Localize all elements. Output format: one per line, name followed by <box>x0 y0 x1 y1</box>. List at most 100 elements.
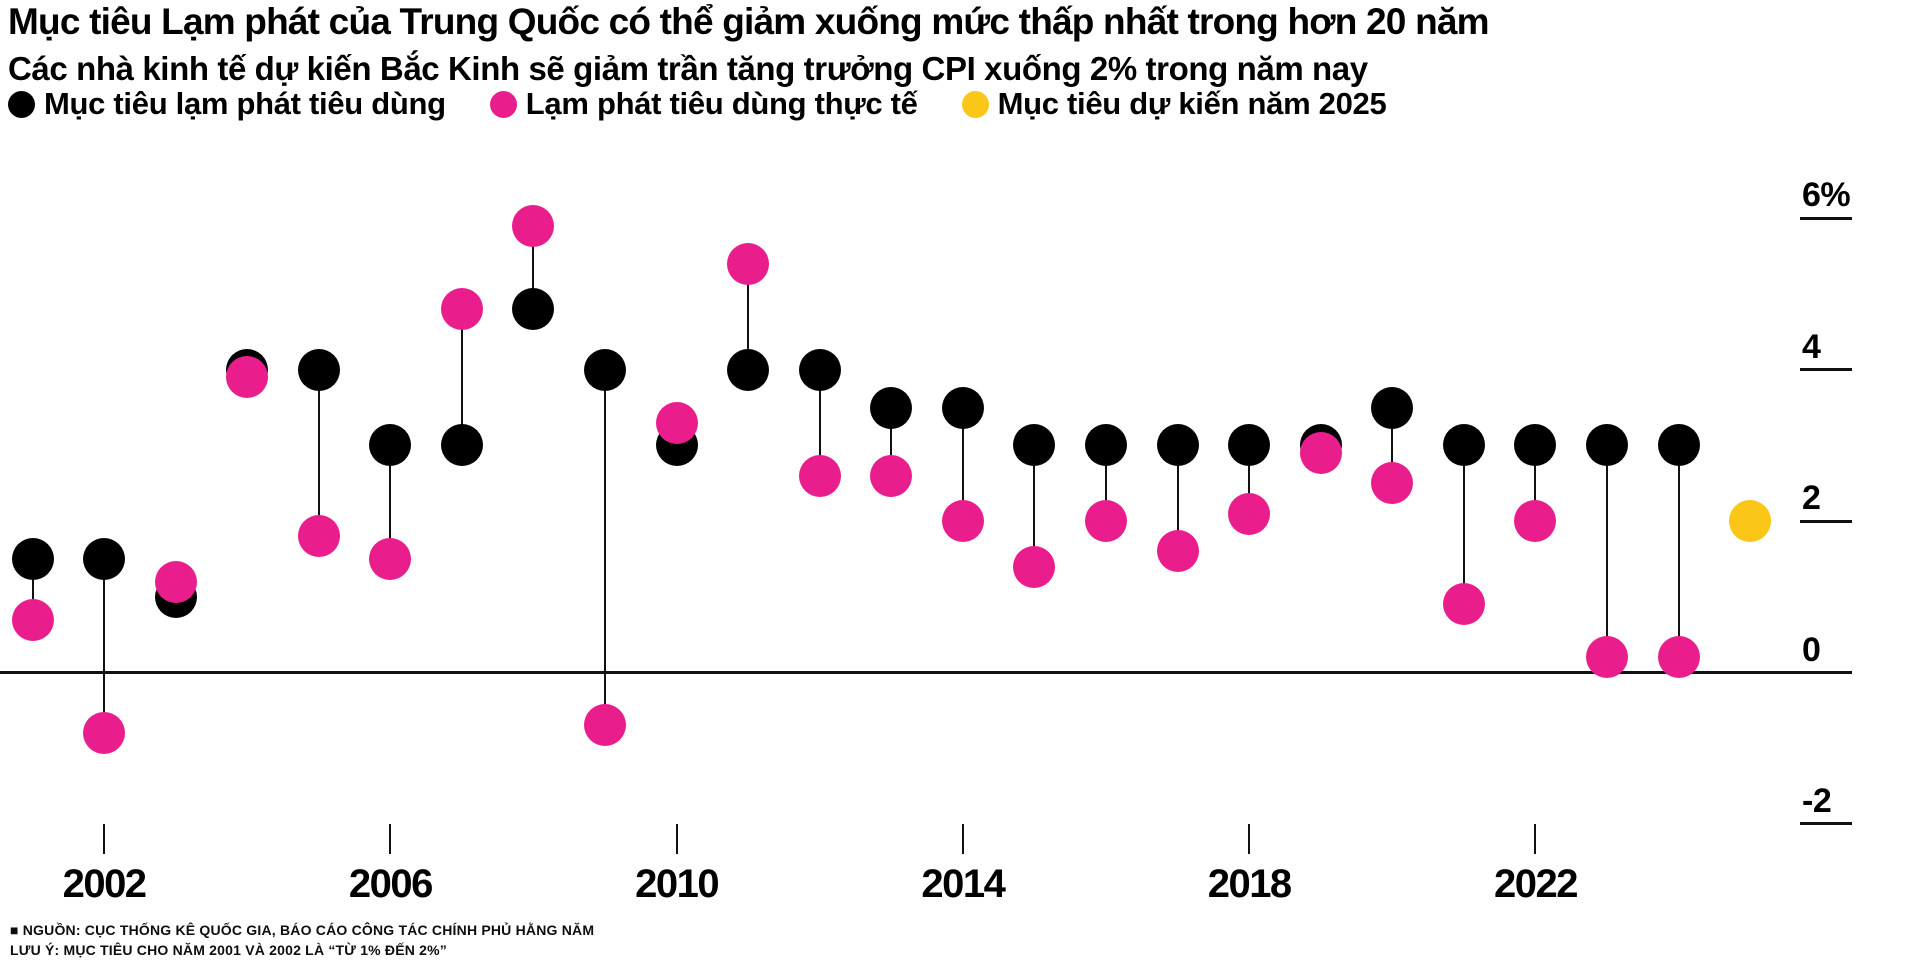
connector-line-2007 <box>460 309 463 446</box>
actual-dot-2002 <box>83 712 126 755</box>
actual-dot-2008 <box>512 204 555 247</box>
target-dot-2012 <box>798 348 841 391</box>
legend-item-target: Mục tiêu lạm phát tiêu dùng <box>8 86 446 122</box>
actual-dot-2007 <box>440 288 483 331</box>
connector-line-2022 <box>1534 445 1537 522</box>
target-dot-2015 <box>1013 424 1056 467</box>
x-axis-label: 2018 <box>1207 862 1292 906</box>
connector-line-2023 <box>1606 445 1609 658</box>
actual-dot-2001 <box>11 598 54 641</box>
target-dot-2024 <box>1657 424 1700 467</box>
y-axis-label: 4 <box>1802 327 1821 366</box>
connector-line-2015 <box>1033 445 1036 567</box>
chart-subtitle: Các nhà kinh tế dự kiến Bắc Kinh sẽ giảm… <box>8 50 1368 87</box>
y-axis-label: 6% <box>1802 176 1851 215</box>
y-gridline-tick <box>1800 368 1852 372</box>
legend-item-projected-label: Mục tiêu dự kiến năm 2025 <box>997 86 1387 121</box>
x-axis-label: 2002 <box>62 862 147 906</box>
connector-line-2011 <box>747 263 750 370</box>
chart-title: Mục tiêu Lạm phát của Trung Quốc có thể … <box>8 1 1490 42</box>
target-dot-2020 <box>1371 386 1414 429</box>
connector-line-2009 <box>604 369 607 726</box>
target-dot-2017 <box>1156 424 1199 467</box>
actual-dot-2006 <box>369 537 412 580</box>
y-gridline-tick <box>1800 216 1852 220</box>
zero-axis-line <box>0 671 1852 674</box>
y-axis-label: -2 <box>1802 781 1832 820</box>
x-axis-label: 2010 <box>635 862 719 906</box>
actual-dot-2019 <box>1299 431 1342 474</box>
footer: ■ NGUỒN: CỤC THỐNG KÊ QUỐC GIA, BÁO CÁO … <box>10 920 594 960</box>
x-axis-tick <box>103 824 106 854</box>
actual-dot-2013 <box>870 454 913 497</box>
projected-legend-dot-icon <box>961 90 989 118</box>
target-dot-2021 <box>1442 424 1485 467</box>
actual-dot-2017 <box>1156 530 1199 573</box>
x-axis-label: 2022 <box>1493 862 1578 906</box>
legend: Mục tiêu lạm phát tiêu dùng Lạm phát tiê… <box>8 86 1387 122</box>
actual-dot-2016 <box>1085 500 1128 543</box>
actual-dot-2023 <box>1586 636 1629 679</box>
actual-dot-2020 <box>1371 462 1414 505</box>
connector-line-2012 <box>818 369 821 476</box>
connector-line-2013 <box>890 407 893 476</box>
legend-item-target-label: Mục tiêu lạm phát tiêu dùng <box>44 86 446 121</box>
y-gridline-tick <box>1800 822 1852 826</box>
connector-line-2016 <box>1105 445 1108 522</box>
actual-dot-2009 <box>584 704 627 747</box>
connector-line-2021 <box>1462 445 1465 605</box>
connector-line-2006 <box>389 445 392 559</box>
x-axis-label: 2014 <box>921 862 1005 906</box>
target-dot-2005 <box>297 348 340 391</box>
target-dot-2002 <box>83 537 126 580</box>
connector-line-2005 <box>317 369 320 537</box>
y-axis-label: 2 <box>1802 479 1821 518</box>
actual-dot-2022 <box>1514 500 1557 543</box>
x-axis-tick <box>961 824 964 854</box>
actual-dot-2024 <box>1657 636 1700 679</box>
target-dot-2013 <box>870 386 913 429</box>
connector-line-2020 <box>1391 407 1394 484</box>
x-axis-label: 2006 <box>348 862 433 906</box>
target-dot-2023 <box>1586 424 1629 467</box>
actual-dot-2012 <box>798 454 841 497</box>
x-axis-tick <box>675 824 678 854</box>
x-axis-tick <box>1534 824 1537 854</box>
target-dot-2016 <box>1085 424 1128 467</box>
actual-dot-2010 <box>655 401 698 444</box>
target-dot-2006 <box>369 424 412 467</box>
connector-line-2024 <box>1677 445 1680 658</box>
target-dot-2007 <box>440 424 483 467</box>
target-dot-2009 <box>584 348 627 391</box>
target-legend-dot-icon <box>8 90 35 118</box>
connector-line-2002 <box>103 558 106 734</box>
actual-dot-2011 <box>727 242 770 285</box>
source-note: ■ NGUỒN: CỤC THỐNG KÊ QUỐC GIA, BÁO CÁO … <box>10 922 595 938</box>
connector-line-2008 <box>532 225 535 310</box>
actual-dot-2014 <box>941 500 984 543</box>
actual-dot-2003 <box>154 560 197 603</box>
legend-item-actual-label: Lạm phát tiêu dùng thực tế <box>525 86 918 121</box>
connector-line-2001 <box>31 558 34 620</box>
target-dot-2011 <box>727 348 770 391</box>
y-axis-label: 0 <box>1802 630 1821 669</box>
legend-item-projected: Mục tiêu dự kiến năm 2025 <box>961 86 1387 122</box>
actual-dot-2015 <box>1013 545 1056 588</box>
target-dot-2008 <box>512 288 555 331</box>
y-gridline-tick <box>1800 519 1852 523</box>
legend-item-actual: Lạm phát tiêu dùng thực tế <box>489 86 918 122</box>
target-definition-note: LƯU Ý: MỤC TIÊU CHO NĂM 2001 VÀ 2002 LÀ … <box>10 942 448 958</box>
actual-dot-2005 <box>297 515 340 558</box>
target-dot-2022 <box>1514 424 1557 467</box>
actual-dot-2018 <box>1228 492 1271 535</box>
target-dot-2014 <box>941 386 984 429</box>
connector-line-2014 <box>961 407 964 522</box>
connector-line-2017 <box>1176 445 1179 552</box>
projected-dot-2025 <box>1729 500 1772 543</box>
actual-dot-2021 <box>1442 583 1485 626</box>
target-dot-2001 <box>11 537 54 580</box>
x-axis-tick <box>389 824 392 854</box>
actual-dot-2004 <box>226 356 269 399</box>
